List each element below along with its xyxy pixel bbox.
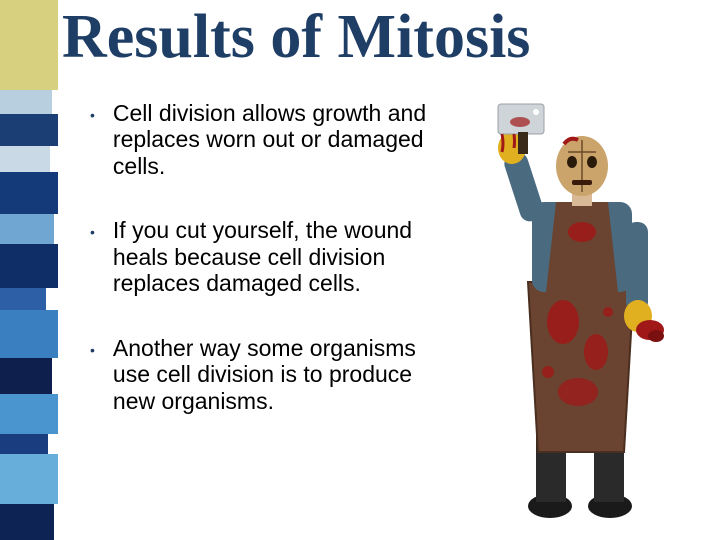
list-item: • Cell division allows growth and replac…: [90, 100, 435, 179]
butcher-figure-image: [468, 92, 698, 520]
sidebar-block: [0, 146, 50, 172]
bullet-text: Another way some organisms use cell divi…: [113, 335, 435, 414]
sidebar-block: [0, 244, 58, 288]
bullet-dot-icon: •: [90, 225, 95, 239]
sidebar-block: [0, 310, 58, 358]
bullet-text: If you cut yourself, the wound heals bec…: [113, 217, 435, 296]
bullet-dot-icon: •: [90, 108, 95, 122]
sidebar-block: [0, 90, 52, 114]
list-item: • Another way some organisms use cell di…: [90, 335, 435, 414]
sidebar-block: [0, 504, 54, 540]
sidebar-block: [0, 0, 58, 90]
decorative-sidebar: [0, 0, 58, 540]
slide-title: Results of Mitosis: [62, 2, 530, 73]
sidebar-block: [0, 288, 46, 310]
sidebar-block: [0, 172, 58, 214]
sidebar-block: [0, 358, 52, 394]
sidebar-block: [0, 114, 58, 146]
bullet-dot-icon: •: [90, 343, 95, 357]
bullet-text: Cell division allows growth and replaces…: [113, 100, 435, 179]
sidebar-block: [0, 394, 58, 434]
sidebar-block: [0, 434, 48, 454]
sidebar-block: [0, 454, 58, 504]
bullet-list: • Cell division allows growth and replac…: [90, 100, 435, 452]
list-item: • If you cut yourself, the wound heals b…: [90, 217, 435, 296]
sidebar-block: [0, 214, 54, 244]
